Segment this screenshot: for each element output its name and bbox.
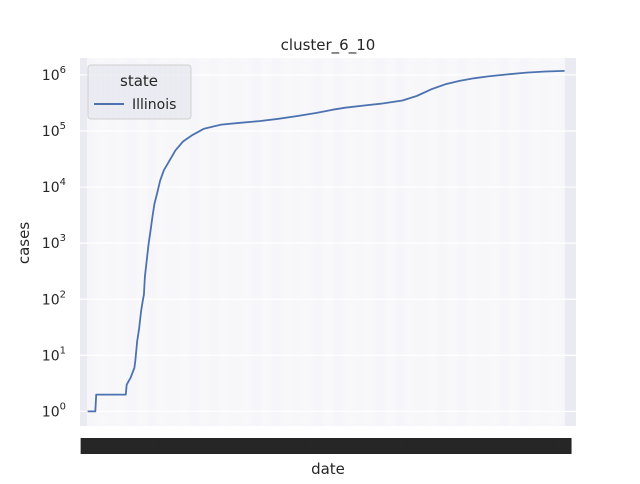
y-tick-label: 102 xyxy=(42,289,66,308)
y-tick-label: 105 xyxy=(42,121,66,140)
y-tick-label: 104 xyxy=(42,177,66,196)
legend: state Illinois xyxy=(87,64,192,120)
x-tick-labels xyxy=(80,438,572,454)
y-tick-label: 106 xyxy=(42,65,66,84)
legend-box xyxy=(87,64,192,120)
y-tick-label: 100 xyxy=(42,401,66,420)
y-tick-label: 103 xyxy=(42,233,66,252)
x-tick-label xyxy=(557,438,572,454)
chart-title: cluster_6_10 xyxy=(281,36,376,55)
legend-label-illinois: Illinois xyxy=(132,97,176,113)
series-line-illinois xyxy=(87,70,565,413)
y-tick-label: 101 xyxy=(42,345,66,364)
y-tick-labels: 100 101 102 103 104 105 106 xyxy=(42,65,66,421)
x-grid-lines xyxy=(87,58,565,426)
series-layer xyxy=(87,70,565,413)
y-axis-label: cases xyxy=(15,222,33,264)
x-axis-label: date xyxy=(311,460,345,478)
legend-title: state xyxy=(120,72,158,90)
y-grid-lines xyxy=(80,74,576,413)
